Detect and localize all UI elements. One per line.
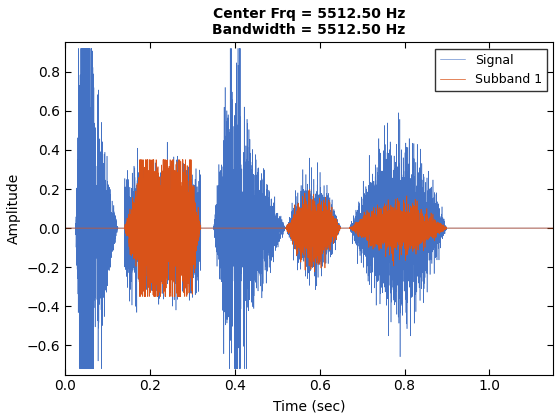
Signal — [550, 226, 557, 231]
Subband 1 — [477, 226, 483, 231]
Y-axis label: Amplitude: Amplitude — [7, 173, 21, 244]
Subband 1 — [137, 157, 143, 162]
Line: Subband 1: Subband 1 — [65, 160, 553, 297]
Subband 1 — [489, 226, 496, 231]
Signal — [189, 204, 196, 209]
Signal — [62, 226, 68, 231]
Subband 1 — [136, 294, 143, 299]
Signal — [391, 173, 398, 178]
Signal — [146, 186, 153, 191]
Signal — [76, 366, 83, 371]
Signal — [187, 230, 194, 235]
Title: Center Frq = 5512.50 Hz
Bandwidth = 5512.50 Hz: Center Frq = 5512.50 Hz Bandwidth = 5512… — [212, 7, 405, 37]
Signal — [477, 226, 483, 231]
Signal — [76, 46, 82, 51]
Legend: Signal, Subband 1: Signal, Subband 1 — [435, 49, 547, 91]
Subband 1 — [189, 262, 196, 267]
Subband 1 — [187, 229, 194, 234]
Subband 1 — [62, 226, 68, 231]
X-axis label: Time (sec): Time (sec) — [273, 399, 346, 413]
Signal — [489, 226, 496, 231]
Subband 1 — [146, 266, 153, 271]
Line: Signal: Signal — [65, 48, 553, 369]
Subband 1 — [391, 222, 398, 227]
Subband 1 — [550, 226, 557, 231]
